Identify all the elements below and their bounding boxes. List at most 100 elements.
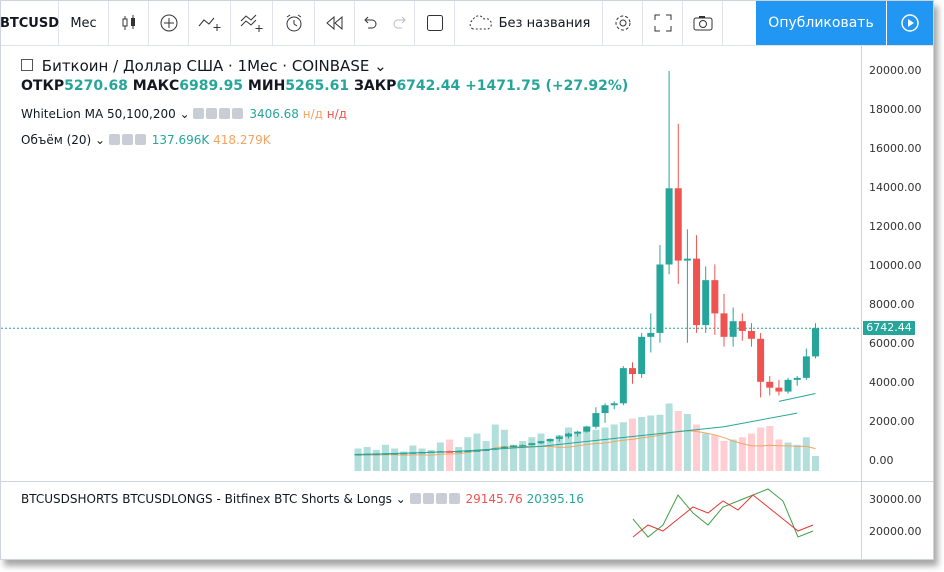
redo-button[interactable] (385, 1, 415, 45)
source-icon[interactable] (219, 108, 231, 119)
undo-button[interactable] (355, 1, 385, 45)
candle-body (473, 450, 481, 452)
chart-window: BTCUSD Мес Без названия (0, 0, 934, 560)
fullscreen-icon (654, 14, 671, 32)
eye-icon[interactable] (193, 108, 205, 119)
cloud-icon (469, 15, 492, 30)
volume-bar (766, 426, 774, 471)
candle-body (564, 433, 572, 437)
alert-button[interactable] (273, 1, 315, 45)
candle-body (546, 438, 554, 442)
volume-bar (656, 414, 664, 471)
compare-button[interactable] (189, 1, 231, 45)
close-label: ЗАКР (353, 78, 397, 94)
price-tick: 2000.00 (869, 415, 915, 428)
interval-button[interactable]: Мес (59, 1, 109, 45)
volume-bar (400, 451, 408, 471)
close-icon[interactable] (232, 108, 244, 119)
ma-value-1: 3406.68 (249, 107, 299, 121)
volume-value-1: 137.696K (151, 133, 210, 147)
settings-button[interactable] (603, 1, 643, 45)
symbol-search-button[interactable]: BTCUSD (1, 1, 59, 45)
candle-body (400, 452, 408, 455)
gear-icon[interactable] (422, 493, 434, 504)
price-tick: 12000.00 (869, 220, 922, 233)
gear-icon[interactable] (206, 108, 218, 119)
source-icon[interactable] (435, 493, 447, 504)
add-indicator-button[interactable] (149, 1, 189, 45)
pane-divider[interactable] (1, 481, 861, 482)
candle-body (391, 453, 399, 455)
volume-bar (757, 427, 765, 471)
price-chart[interactable] (1, 46, 861, 560)
volume-bar (464, 437, 472, 471)
replay-button[interactable] (315, 1, 355, 45)
candle-body (455, 451, 463, 453)
candle-body (793, 377, 801, 380)
chevron-down-icon[interactable]: ⌄ (374, 57, 387, 75)
chevron-down-icon[interactable]: ⌄ (95, 133, 106, 147)
open-label: ОТКР (21, 78, 65, 94)
candle-body (738, 321, 746, 331)
ma-value-3: н/д (326, 107, 347, 121)
chevron-down-icon[interactable]: ⌄ (395, 492, 406, 506)
volume-bar (729, 439, 737, 471)
candle-body (802, 356, 810, 378)
volume-legend[interactable]: Объём (20) ⌄ 137.696K 418.279K (21, 133, 271, 147)
eye-icon[interactable] (409, 493, 421, 504)
volume-bar (720, 441, 728, 471)
ma-value-2: н/д (302, 107, 323, 121)
gear-icon[interactable] (121, 134, 133, 145)
eye-icon[interactable] (108, 134, 120, 145)
candle-body (610, 403, 618, 406)
candle-body (656, 264, 664, 333)
publish-button[interactable]: Опубликовать (756, 1, 886, 45)
candle-body (775, 387, 783, 392)
chart-type-button[interactable] (109, 1, 149, 45)
price-tick: 14000.00 (869, 181, 922, 194)
open-value: 5270.68 (64, 78, 128, 94)
play-icon (901, 14, 919, 32)
close-icon[interactable] (448, 493, 460, 504)
candle-body (427, 451, 435, 454)
volume-bar (372, 450, 380, 471)
volume-bar (784, 442, 792, 471)
candle-body (665, 188, 673, 265)
candle-body (702, 280, 710, 326)
price-tick: 20000.00 (869, 64, 922, 77)
collapse-icon[interactable] (21, 59, 33, 71)
play-button[interactable] (886, 1, 933, 45)
close-value: 6742.44 (396, 78, 461, 94)
candle-body (528, 443, 536, 446)
snapshot-button[interactable] (683, 1, 723, 45)
volume-bar (683, 414, 691, 471)
price-axis[interactable] (861, 46, 933, 559)
save-layout-button[interactable]: Без названия (455, 1, 603, 45)
candle-body (693, 258, 701, 326)
alert-icon (286, 14, 301, 32)
indicators-button[interactable] (231, 1, 273, 45)
ma-line-2 (778, 393, 816, 402)
fullscreen-button[interactable] (643, 1, 683, 45)
shorts-longs-legend[interactable]: BTCUSDSHORTS BTCUSDLONGS - Bitfinex BTC … (21, 492, 584, 506)
low-label: МИН (247, 78, 286, 94)
volume-bar (793, 444, 801, 471)
volume-bar (528, 437, 536, 471)
candle-body (363, 453, 371, 456)
volume-bar (482, 441, 490, 471)
shorts-longs-tick: 20000.00 (869, 525, 922, 538)
candle-body (601, 405, 609, 414)
chevron-down-icon[interactable]: ⌄ (179, 107, 190, 121)
volume-name: Объём (20) (21, 133, 92, 147)
ma-legend[interactable]: WhiteLion MA 50,100,200 ⌄ 3406.68 н/д н/… (21, 107, 347, 121)
close-icon[interactable] (134, 134, 146, 145)
volume-ma-line (357, 430, 816, 456)
settings-icon (615, 15, 630, 31)
add-indicator-icon (160, 14, 177, 32)
replay-icon (325, 16, 342, 30)
candle-body (619, 368, 627, 404)
symbol-legend[interactable]: Биткоин / Доллар США · 1Мес · COINBASE ⌄ (21, 57, 387, 75)
candle-body (720, 313, 728, 337)
layout-button[interactable] (415, 1, 455, 45)
candle-body (784, 379, 792, 392)
